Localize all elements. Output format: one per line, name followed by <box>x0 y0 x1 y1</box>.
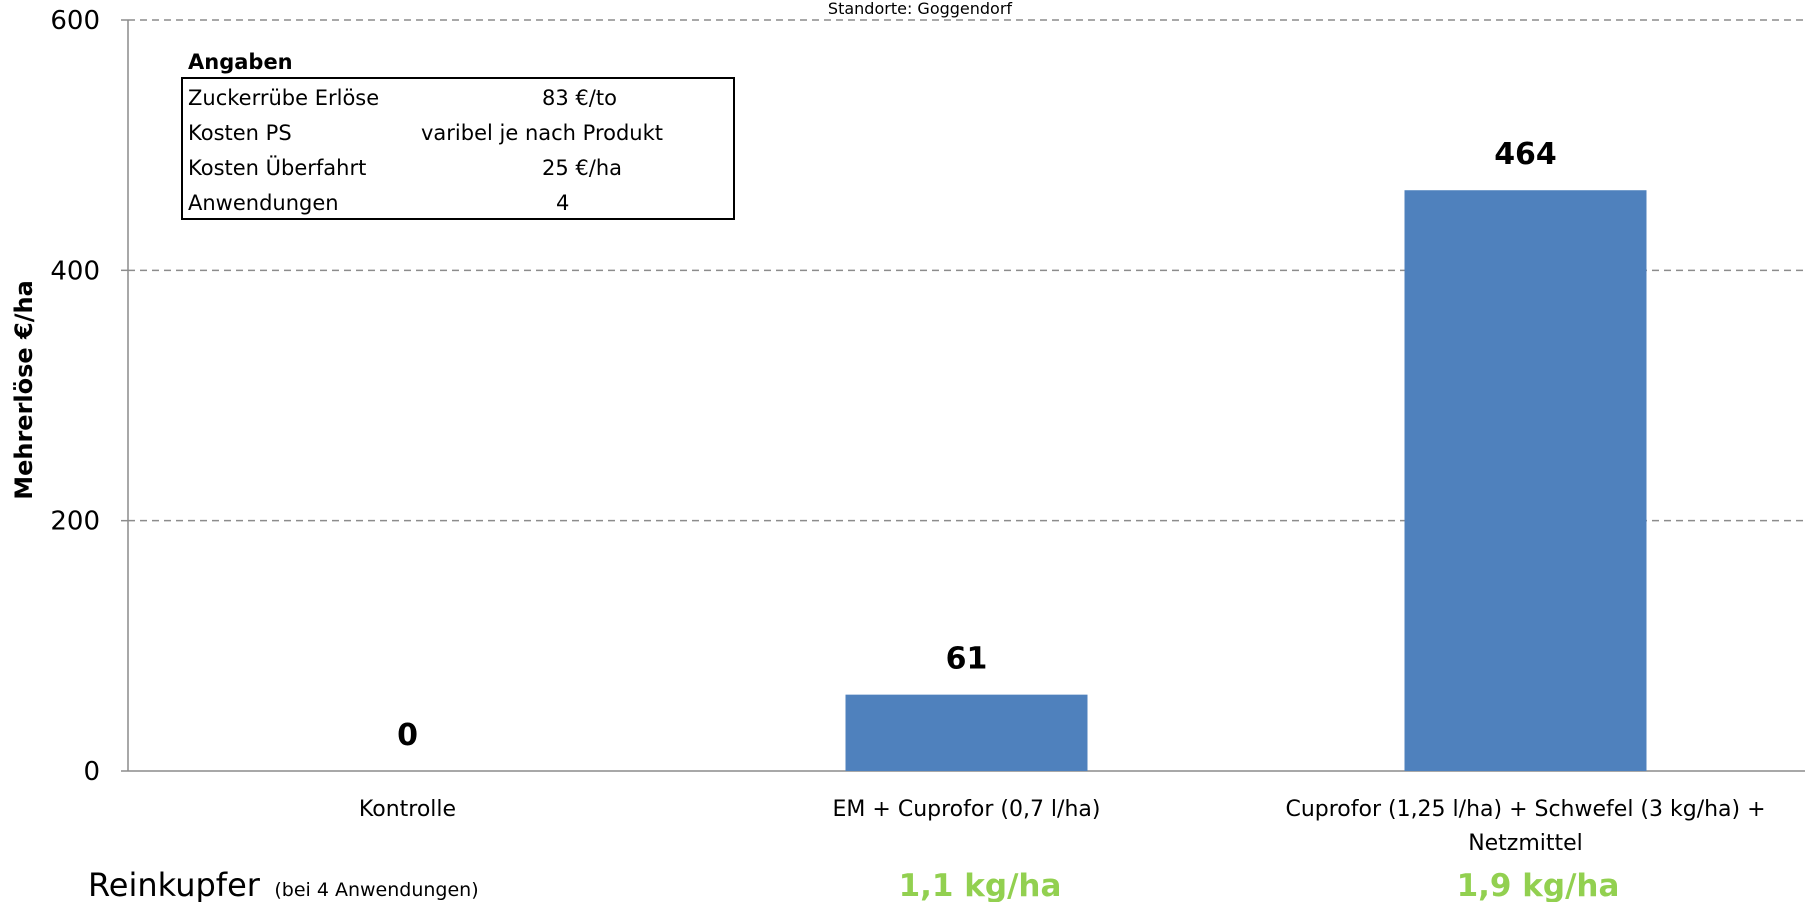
y-tick-label: 0 <box>83 757 100 787</box>
info-row-label: Anwendungen <box>188 191 339 215</box>
info-box-title: Angaben <box>188 50 293 74</box>
bar <box>1404 190 1647 771</box>
y-tick-label: 600 <box>50 6 100 36</box>
info-row-label: Zuckerrübe Erlöse <box>188 86 379 110</box>
category-label: Kontrolle <box>359 797 456 822</box>
footer-note: (bei 4 Anwendungen) <box>274 879 478 901</box>
footer-label: Reinkupfer <box>88 866 261 902</box>
y-axis-title: Mehrerlöse €/ha <box>10 280 38 500</box>
info-row-value: varibel je nach Produkt <box>421 121 663 145</box>
info-row-label: Kosten PS <box>188 121 292 145</box>
info-row-label: Kosten Überfahrt <box>188 155 366 180</box>
footer-reinkupfer: Reinkupfer (bei 4 Anwendungen) 1,1 kg/ha… <box>88 866 1619 902</box>
info-row-value: 25 €/ha <box>542 156 622 180</box>
category-label: Cuprofor (1,25 l/ha) + Schwefel (3 kg/ha… <box>1285 797 1765 822</box>
bars <box>845 190 1647 771</box>
footer-label-line: Reinkupfer (bei 4 Anwendungen) <box>88 866 479 902</box>
info-box: Angaben Zuckerrübe Erlöse 83 €/to Kosten… <box>181 50 735 220</box>
info-box-frame <box>181 77 735 220</box>
data-label: 464 <box>1494 137 1557 172</box>
chart-subtitle: Standorte: Goggendorf <box>828 0 1013 18</box>
info-row-value: 4 <box>556 191 569 215</box>
info-row-value: 83 €/to <box>542 86 617 110</box>
category-label: EM + Cuprofor (0,7 l/ha) <box>833 797 1101 822</box>
y-tick-label: 200 <box>50 507 100 537</box>
footer-value: 1,1 kg/ha <box>899 868 1062 902</box>
data-label: 61 <box>946 642 988 677</box>
y-tick-label: 400 <box>50 256 100 286</box>
bar <box>845 694 1088 771</box>
footer-value: 1,9 kg/ha <box>1457 868 1620 902</box>
labels: 0 200 400 600 0 Kontrolle 61 EM + Cuprofor (0,7… <box>50 6 1765 856</box>
category-label: Netzmittel <box>1468 831 1583 856</box>
data-label: 0 <box>397 718 418 753</box>
